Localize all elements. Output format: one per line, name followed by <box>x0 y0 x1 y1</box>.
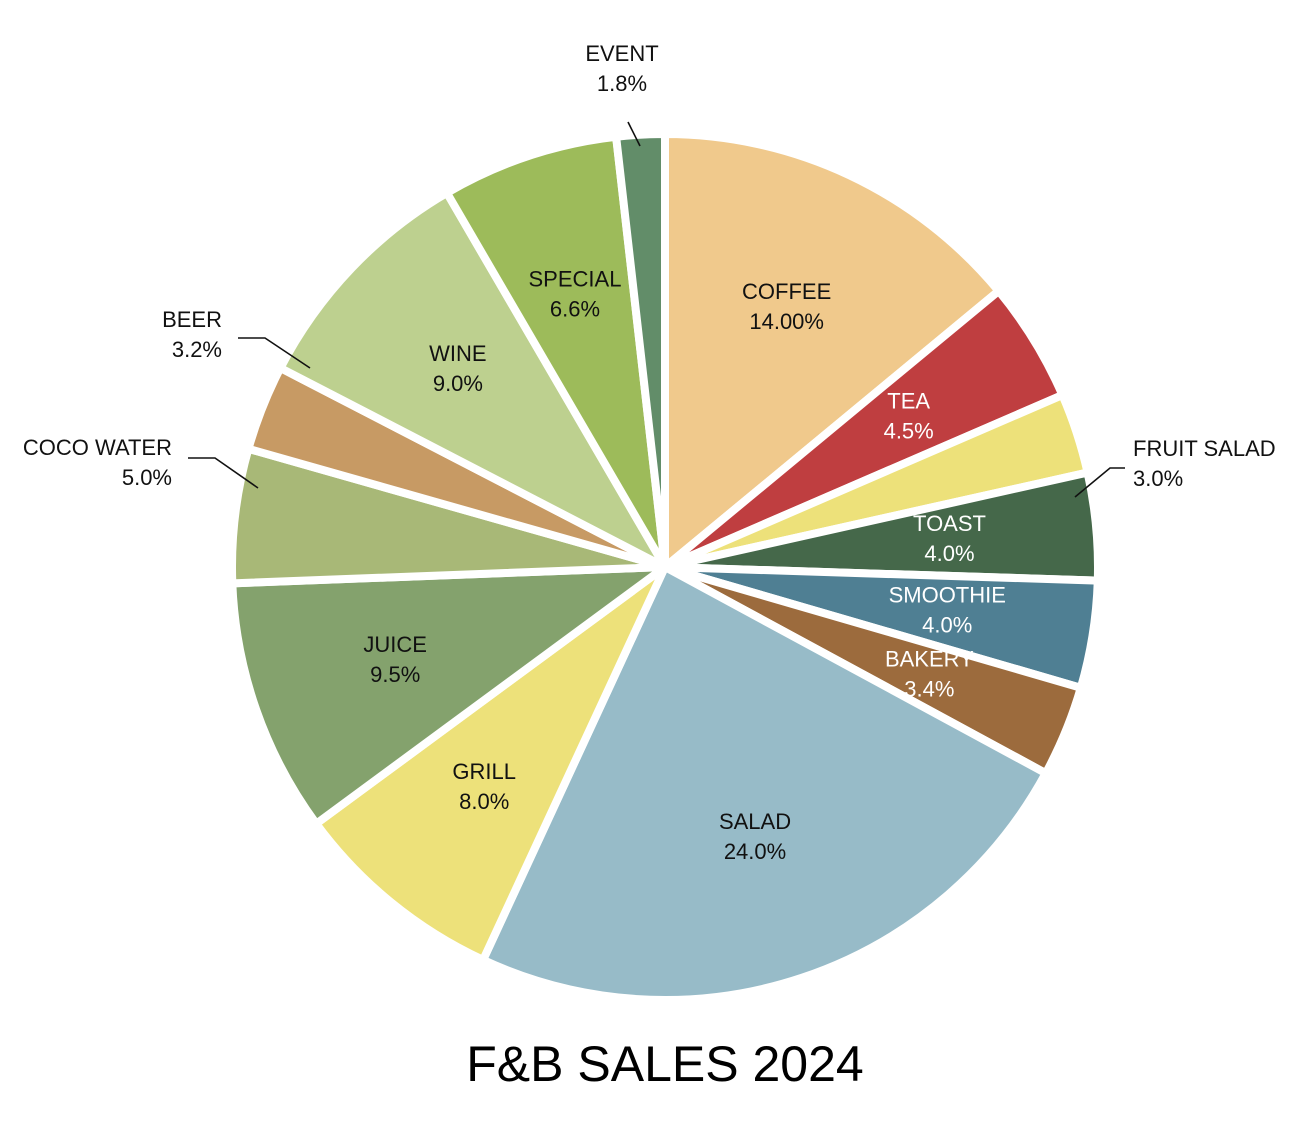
slice-label: TEA <box>887 388 930 413</box>
slice-label: EVENT <box>585 41 658 66</box>
pie-slice <box>228 563 669 828</box>
pie-slice <box>276 188 669 571</box>
slice-label: COCO WATER <box>23 435 172 460</box>
pie-slice <box>442 132 669 571</box>
value-label: 14.00% <box>749 309 824 334</box>
pie-slice <box>479 563 1050 1004</box>
slice-label: BAKERY <box>885 646 974 671</box>
slice-label: JUICE <box>363 632 427 657</box>
value-label: 9.5% <box>370 662 420 687</box>
slice-label: SALAD <box>719 809 791 834</box>
chart-title: F&B SALES 2024 <box>466 1036 863 1092</box>
value-label: 3.0% <box>1133 466 1183 491</box>
leader-line <box>238 337 311 369</box>
leader-line <box>188 457 259 489</box>
value-label: 3.2% <box>172 337 222 362</box>
leader-line <box>627 121 641 147</box>
slice-label: WINE <box>429 341 486 366</box>
value-label: 4.5% <box>884 418 934 443</box>
value-label: 6.6% <box>550 297 600 322</box>
slice-label: GRILL <box>452 759 516 784</box>
slice-label: SMOOTHIE <box>889 583 1006 608</box>
value-label: 9.0% <box>433 371 483 396</box>
value-label: 4.0% <box>922 613 972 638</box>
slice-label: COFFEE <box>742 279 831 304</box>
value-label: 4.0% <box>924 541 974 566</box>
pie-slice <box>612 130 669 571</box>
value-label: 5.0% <box>122 465 172 490</box>
value-label: 1.8% <box>597 71 647 96</box>
value-label: 8.0% <box>459 789 509 814</box>
slice-label: FRUIT SALAD <box>1133 436 1276 461</box>
slice-label: SPECIAL <box>529 267 622 292</box>
pie-slice <box>661 130 1003 571</box>
slice-label: BEER <box>162 307 222 332</box>
value-label: 24.0% <box>724 839 786 864</box>
leader-line <box>1074 467 1125 498</box>
slice-label: TOAST <box>913 511 986 536</box>
pie-slice <box>312 563 669 964</box>
value-label: 3.4% <box>904 676 954 701</box>
